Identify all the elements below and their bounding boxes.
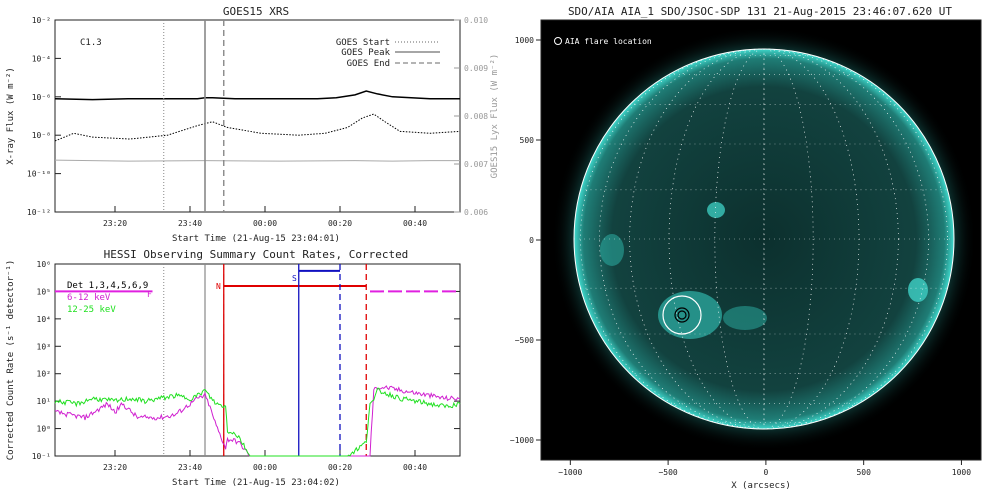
hessi-xlabel: Start Time (21-Aug-15 23:04:02) xyxy=(172,478,340,488)
legend-flare-symbol xyxy=(554,37,562,45)
aia-xtick-label: −1000 xyxy=(558,468,582,477)
hessi-series xyxy=(54,290,461,457)
goes-xtick-label: 00:40 xyxy=(403,219,427,228)
goes-ytick-label: 10⁻⁸ xyxy=(32,131,51,140)
goes-ytick-label: 10⁻⁴ xyxy=(32,54,51,63)
goes-x-axis: 23:20 23:40 00:00 00:20 00:40 xyxy=(103,206,427,228)
aia-ytick-label: 1000 xyxy=(515,36,534,45)
legend-goes-end: GOES End xyxy=(347,59,390,69)
hessi-ytick-label: 10⁶ xyxy=(37,260,51,269)
hessi-xtick-label: 00:20 xyxy=(328,463,352,472)
flag-s: S xyxy=(292,274,297,283)
hessi-series-6-12kev xyxy=(54,385,460,457)
solar-limb xyxy=(573,48,955,430)
hessi-xtick-label: 00:00 xyxy=(253,463,277,472)
goes-ytick-right-label: 0.006 xyxy=(464,208,488,217)
aia-xtick-label: −500 xyxy=(658,468,677,477)
goes-plot-frame xyxy=(54,19,461,213)
hessi-ytick-label: 10⁰ xyxy=(37,425,51,434)
goes-ytick-right-label: 0.007 xyxy=(464,160,488,169)
goes-markers xyxy=(163,20,225,212)
hessi-panel: HESSI Observing Summary Count Rates, Cor… xyxy=(6,248,461,488)
legend-goes-peak: GOES Peak xyxy=(341,48,390,58)
goes-xtick-label: 00:00 xyxy=(253,219,277,228)
longitude-line xyxy=(668,48,860,430)
flag-n: N xyxy=(216,282,221,291)
aia-ytick-label: −500 xyxy=(515,336,534,345)
goes-series-lyx xyxy=(54,159,460,162)
hessi-ytick-label: 10⁴ xyxy=(37,315,51,324)
flare-location-circle xyxy=(662,295,702,335)
goes-series-long xyxy=(54,90,460,101)
hessi-ytick-label: 10⁻¹ xyxy=(32,452,51,461)
hessi-ytick-label: 10² xyxy=(37,370,51,379)
aia-image: AIA flare location xyxy=(552,27,976,451)
goes-xtick-label: 23:40 xyxy=(178,219,202,228)
bright-region-east xyxy=(600,234,624,266)
goes-ytick-label: 10⁻² xyxy=(32,16,51,25)
hessi-x-axis: 23:20 23:40 00:00 00:20 00:40 xyxy=(103,450,427,472)
aia-title: SDO/AIA AIA_1 SDO/JSOC-SDP 131 21-Aug-20… xyxy=(568,5,952,18)
goes-series-short xyxy=(54,113,461,142)
hessi-ytick-label: 10³ xyxy=(37,342,51,351)
goes-legend: GOES Start GOES Peak GOES End xyxy=(336,38,440,69)
hessi-xtick-label: 23:40 xyxy=(178,463,202,472)
flare-contour-inner xyxy=(677,310,687,320)
aia-xlabel: X (arcsecs) xyxy=(731,481,791,491)
hessi-series-12-25kev xyxy=(54,387,461,457)
goes-y-axis: 10⁻² 10⁻⁴ 10⁻⁶ 10⁻⁸ 10⁻¹⁰ 10⁻¹² xyxy=(27,16,61,217)
legend-6-12kev: 6-12 keV xyxy=(67,293,111,303)
goes-xtick-label: 00:20 xyxy=(328,219,352,228)
goes-annotation: C1.3 xyxy=(80,38,102,48)
aia-xtick-label: 0 xyxy=(763,468,768,477)
aia-y-axis: 1000 500 0 −500 −1000 xyxy=(510,36,541,445)
goes-ytick-right-label: 0.010 xyxy=(464,16,488,25)
aia-xtick-label: 500 xyxy=(856,468,871,477)
aia-x-axis: −1000 −500 0 500 1000 xyxy=(558,460,971,477)
hessi-xtick-label: 23:20 xyxy=(103,463,127,472)
goes-xrs-panel: GOES15 XRS 10⁻² 10⁻⁴ 10⁻⁶ 10⁻⁸ 10⁻¹⁰ 10⁻¹² 0.… xyxy=(6,5,500,244)
goes-ytick-label: 10⁻⁶ xyxy=(32,93,51,102)
goes-ytick-label: 10⁻¹² xyxy=(27,208,51,217)
active-region-flare xyxy=(658,291,722,339)
goes-series xyxy=(54,90,461,162)
hessi-plot-frame xyxy=(54,263,461,457)
legend-goes-start: GOES Start xyxy=(336,38,390,48)
goes-y-axis-right: 0.010 0.009 0.008 0.007 0.006 xyxy=(454,16,488,217)
flare-contour-outer xyxy=(674,307,690,323)
hessi-ytick-label: 10⁵ xyxy=(37,287,51,296)
active-region-south xyxy=(723,306,767,330)
goes-ylabel: X-ray Flux (W m⁻²) xyxy=(6,67,16,165)
goes-title: GOES15 XRS xyxy=(223,5,289,18)
aia-panel: SDO/AIA AIA_1 SDO/JSOC-SDP 131 21-Aug-20… xyxy=(510,5,982,491)
legend-flare-location: AIA flare location xyxy=(565,37,652,46)
hessi-xtick-label: 00:40 xyxy=(403,463,427,472)
goes-ytick-right-label: 0.009 xyxy=(464,64,488,73)
goes-xlabel: Start Time (21-Aug-15 23:04:01) xyxy=(172,234,340,244)
hessi-legend: Det 1,3,4,5,6,9 6-12 keV 12-25 keV xyxy=(67,281,148,315)
hessi-ytick-label: 10¹ xyxy=(37,397,51,406)
hessi-markers xyxy=(163,264,367,456)
legend-det: Det 1,3,4,5,6,9 xyxy=(67,281,148,291)
aia-ytick-label: −1000 xyxy=(510,436,534,445)
legend-12-25kev: 12-25 keV xyxy=(67,305,116,315)
goes-xtick-label: 23:20 xyxy=(103,219,127,228)
goes-ylabel-right: GOES15 Lyx Flux (W m⁻²) xyxy=(490,54,500,179)
aia-xtick-label: 1000 xyxy=(952,468,971,477)
hessi-title: HESSI Observing Summary Count Rates, Cor… xyxy=(104,248,409,261)
flag-f: F xyxy=(147,290,152,299)
aia-ytick-label: 500 xyxy=(520,136,535,145)
bright-region-center xyxy=(707,202,725,218)
goes-ytick-label: 10⁻¹⁰ xyxy=(27,170,51,179)
aia-ytick-label: 0 xyxy=(529,236,534,245)
goes-ytick-right-label: 0.008 xyxy=(464,112,488,121)
hessi-ylabel: Corrected Count Rate (s⁻¹ detector⁻¹) xyxy=(6,260,16,460)
bright-region-west xyxy=(908,278,928,302)
